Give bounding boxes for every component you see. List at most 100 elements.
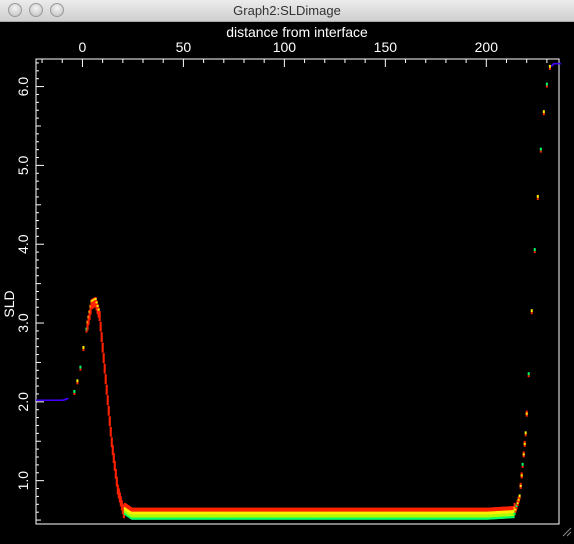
y-axis-label: SLD: [1, 290, 17, 317]
heatmap-cell: [95, 301, 98, 304]
heatmap-cell: [542, 113, 545, 116]
heatmap-cell: [533, 248, 536, 252]
heatmap-cell: [518, 494, 521, 498]
heatmap-cell: [515, 507, 518, 510]
heatmap-cell: [524, 434, 527, 437]
heatmap-cell: [550, 64, 554, 67]
heatmap-cell: [536, 194, 539, 198]
heatmap-cell: [96, 305, 99, 308]
heatmap-cell: [522, 453, 525, 456]
heatmap-cell: [114, 468, 117, 479]
resize-grip-icon[interactable]: [560, 525, 572, 537]
heatmap-cell: [514, 508, 517, 511]
heatmap-cell: [94, 297, 97, 300]
heatmap-cell: [104, 374, 107, 385]
x-tick-label: 200: [475, 39, 499, 55]
heatmap-cell: [99, 321, 102, 332]
heatmap-cell: [73, 392, 76, 395]
heatmap-cell: [105, 384, 108, 395]
heatmap-cell: [530, 312, 533, 315]
sld-plot-area[interactable]: 0 50 100 150 200 1.0 2.0 3.0 4.0 5.0 6.0 distance…: [0, 22, 574, 539]
heatmap-cell: [98, 311, 101, 322]
heatmap-cell: [76, 382, 79, 385]
heatmap-cell: [100, 332, 103, 343]
window-title: Graph2:SLDimage: [233, 3, 341, 18]
y-axis-ticks: 1.0 2.0 3.0 4.0 5.0 6.0: [15, 62, 44, 521]
heatmap-cell: [551, 63, 555, 66]
heatmap-cell: [89, 304, 92, 315]
heatmap-cell: [523, 442, 526, 445]
heatmap-cell: [545, 82, 548, 86]
sld-heatmap-profile: [36, 62, 562, 520]
heatmap-cell: [519, 484, 522, 487]
y-tick-label: 4.0: [15, 234, 31, 254]
zoom-window-button[interactable]: [50, 3, 64, 17]
heatmap-cell: [539, 147, 542, 151]
heatmap-cell: [518, 497, 521, 500]
heatmap-cell: [97, 308, 100, 311]
heatmap-cell: [521, 462, 524, 466]
heatmap-cell: [107, 405, 110, 416]
x-tick-label: 0: [79, 39, 87, 55]
heatmap-cell: [87, 315, 90, 326]
heatmap-cell: [527, 375, 530, 378]
heatmap-cell: [512, 516, 515, 519]
heatmap-cell: [101, 342, 104, 353]
heatmap-cell: [542, 110, 545, 114]
heatmap-cell: [109, 426, 112, 437]
y-tick-label: 2.0: [15, 392, 31, 412]
heatmap-cell: [85, 327, 88, 331]
heatmap-cell: [103, 363, 106, 374]
heatmap-cell: [515, 504, 518, 508]
heatmap-cell: [524, 431, 527, 435]
heatmap-cell: [548, 64, 551, 68]
y-tick-label: 1.0: [15, 471, 31, 491]
y-tick-label: 5.0: [15, 155, 31, 175]
heatmap-cell: [516, 501, 519, 504]
sld-image-chart[interactable]: 0 50 100 150 200 1.0 2.0 3.0 4.0 5.0 6.0 distance…: [0, 22, 574, 539]
x-axis-ticks: 0 50 100 150 200: [41, 39, 548, 67]
x-tick-label: 50: [176, 39, 192, 55]
title-bar[interactable]: Graph2:SLDimage: [0, 0, 574, 22]
heatmap-cell: [88, 309, 91, 320]
heatmap-cell: [108, 416, 111, 427]
heatmap-cell: [525, 412, 528, 415]
heatmap-cell: [533, 251, 536, 254]
heatmap-cell: [112, 453, 115, 464]
heatmap-cell: [76, 379, 79, 383]
heatmap-cell: [539, 150, 542, 153]
heatmap-cell: [520, 474, 523, 477]
heatmap-cell: [513, 512, 516, 515]
minimize-window-button[interactable]: [29, 3, 43, 17]
y-tick-label: 6.0: [15, 77, 31, 97]
heatmap-cell: [521, 465, 524, 468]
heatmap-cell: [85, 330, 88, 333]
heatmap-cell: [115, 476, 118, 487]
x-tick-label: 150: [374, 39, 398, 55]
heatmap-cell: [79, 368, 82, 371]
heatmap-cell: [530, 309, 533, 313]
heatmap-cell: [106, 395, 109, 406]
heatmap-cell: [111, 445, 114, 456]
x-axis-label: distance from interface: [226, 24, 368, 40]
close-window-button[interactable]: [8, 3, 22, 17]
x-tick-label: 100: [273, 39, 297, 55]
heatmap-cell: [110, 437, 113, 448]
heatmap-cell: [82, 348, 85, 351]
heatmap-cell: [73, 389, 76, 393]
heatmap-cell: [66, 397, 69, 400]
heatmap-cell: [113, 460, 116, 471]
heatmap-cell: [559, 62, 562, 65]
heatmap-cell: [513, 502, 516, 507]
heatmap-cell: [548, 67, 551, 70]
heatmap-cell: [517, 498, 520, 501]
heatmap-cell: [102, 353, 105, 364]
heatmap-cell: [82, 345, 85, 349]
heatmap-cell: [527, 372, 530, 376]
y-tick-label: 3.0: [15, 313, 31, 333]
heatmap-cell: [536, 197, 539, 200]
heatmap-cell: [86, 320, 89, 331]
heatmap-cell: [79, 365, 82, 369]
heatmap-cell: [545, 85, 548, 88]
